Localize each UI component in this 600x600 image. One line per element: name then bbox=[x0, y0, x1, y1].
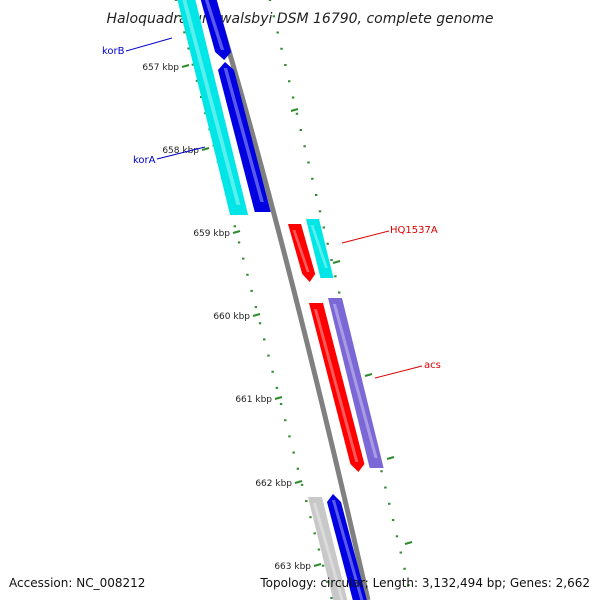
gene-label-HQ1537A: HQ1537A bbox=[390, 225, 438, 236]
gene-acs[interactable] bbox=[328, 298, 384, 468]
gene-blue-top[interactable] bbox=[198, 0, 232, 60]
gene-HQ1537A-shine bbox=[310, 225, 328, 268]
tick-mark bbox=[232, 230, 241, 234]
right-tick-track bbox=[268, 0, 410, 587]
tick-mark bbox=[294, 480, 303, 484]
gene-blue-top-shine bbox=[204, 0, 225, 50]
label-HQ1537A: HQ1537A bbox=[341, 225, 438, 244]
left-tick-track bbox=[174, 0, 333, 600]
gene-korB[interactable] bbox=[175, 0, 249, 215]
tick-mark bbox=[404, 541, 413, 545]
gene-red-acs-shine bbox=[313, 309, 359, 462]
gene-red-acs[interactable] bbox=[309, 303, 365, 472]
gene-red-acs-body bbox=[309, 303, 365, 472]
gene-gray[interactable] bbox=[308, 497, 350, 600]
gene-HQ1537A[interactable] bbox=[306, 219, 334, 278]
label-korB: korB bbox=[102, 37, 173, 57]
leader-acs bbox=[374, 365, 423, 379]
gene-gray-body bbox=[308, 497, 348, 600]
genome-summary-text: Topology: circular; Length: 3,132,494 bp… bbox=[260, 576, 590, 590]
tick-mark bbox=[181, 64, 190, 68]
gene-blue-bottom[interactable] bbox=[327, 494, 369, 600]
gene-korB-shine bbox=[182, 0, 241, 205]
gene-gray-shine bbox=[312, 503, 344, 600]
gene-korA-shine bbox=[223, 68, 264, 202]
leader-korA bbox=[156, 146, 206, 160]
map-title: Haloquadratum walsbyi DSM 16790, complet… bbox=[107, 11, 494, 27]
gene-acs-shine bbox=[332, 304, 378, 458]
gene-korA[interactable] bbox=[218, 62, 271, 212]
gene-blue-bottom-shine bbox=[331, 500, 364, 600]
gene-blue-bottom-body bbox=[327, 494, 367, 600]
tick-label: 663 kbp bbox=[274, 562, 311, 572]
tick-mark bbox=[313, 563, 322, 567]
tick-label: 662 kbp bbox=[255, 479, 292, 489]
tick-label: 657 kbp bbox=[142, 63, 179, 73]
label-acs: acs bbox=[374, 360, 441, 379]
tick-mark bbox=[332, 260, 341, 264]
leader-korB bbox=[125, 37, 173, 52]
tick-label: 658 kbp bbox=[162, 146, 199, 156]
tick-mark bbox=[201, 147, 210, 151]
tick-mark bbox=[364, 373, 373, 377]
tick-mark bbox=[386, 456, 395, 460]
gene-red-HQ[interactable] bbox=[288, 224, 316, 282]
gene-label-korA: korA bbox=[133, 155, 156, 166]
gene-korB-body bbox=[177, 0, 249, 215]
gene-red-HQ-shine bbox=[292, 230, 310, 272]
gene-HQ1537A-body bbox=[306, 219, 334, 278]
gene-blue-top-body bbox=[200, 0, 232, 60]
tick-mark bbox=[290, 108, 299, 112]
leader-HQ1537A bbox=[341, 230, 390, 244]
genome-backbone bbox=[211, 0, 371, 600]
gene-red-HQ-body bbox=[288, 224, 316, 282]
tick-label: 660 kbp bbox=[213, 312, 250, 322]
tick-label: 661 kbp bbox=[235, 395, 272, 405]
gene-acs-body bbox=[328, 298, 384, 468]
tick-mark bbox=[274, 396, 283, 400]
gene-label-acs: acs bbox=[424, 360, 441, 371]
gene-korA-body bbox=[218, 62, 271, 212]
tick-mark bbox=[252, 313, 261, 317]
tick-label: 659 kbp bbox=[193, 229, 230, 239]
accession-text: Accession: NC_008212 bbox=[9, 576, 146, 590]
gene-label-korB: korB bbox=[102, 46, 125, 57]
label-korA: korA bbox=[133, 146, 206, 166]
